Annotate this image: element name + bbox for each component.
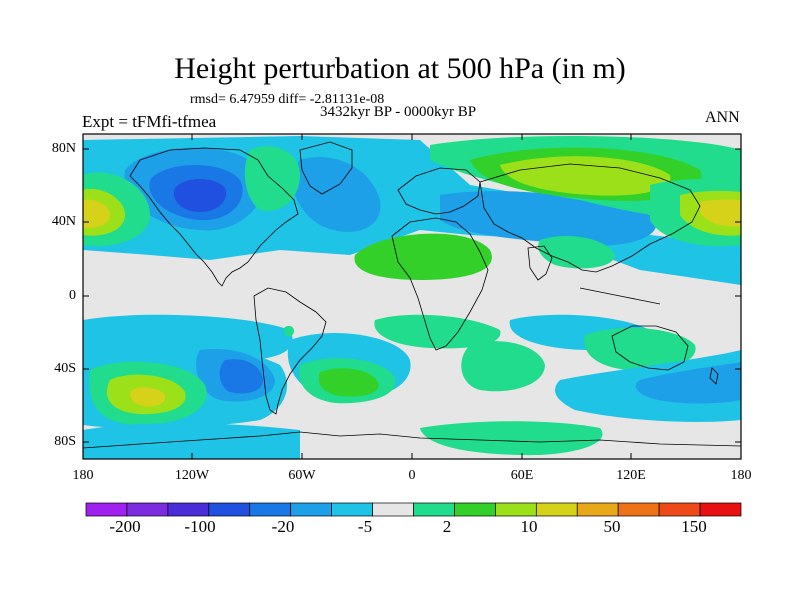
lon-label-180w: 180 (72, 468, 94, 483)
contour-antarctic-low-west (83, 423, 300, 459)
colorbar-label-5: 10 (520, 517, 538, 536)
contour-south-pacific-low-core (219, 359, 263, 394)
coastline-south-america (253, 287, 327, 415)
contour-subtropic-band (374, 314, 501, 349)
coastline-australia (611, 325, 689, 371)
colorbar-box-15 (699, 502, 742, 517)
contour-equatorial-spot (284, 325, 294, 337)
contour-indochina-high (538, 235, 615, 269)
season-label: ANN (705, 109, 740, 126)
contour-field (83, 134, 741, 459)
contour-africa-high-north (354, 233, 492, 280)
colorbar-box-0 (85, 502, 128, 517)
colorbar-box-1 (126, 502, 169, 517)
lat-label-0: 0 (69, 288, 76, 303)
lat-label-40n: 40N (51, 214, 76, 229)
colorbar-box-13 (617, 502, 660, 517)
colorbar-box-8 (413, 502, 455, 517)
contour-south-pacific-high-core (130, 387, 166, 407)
coastline-new-zealand (709, 367, 719, 385)
lat-label-80s: 80S (54, 434, 76, 449)
lon-label-180e: 180 (730, 468, 752, 483)
contour-south-indian-low-mid (635, 362, 741, 404)
coastline-asia (479, 163, 701, 273)
colorbar-box-12 (576, 502, 619, 517)
colorbar-box-4 (249, 502, 292, 517)
axis-ticks (83, 134, 741, 459)
colorbar-box-3 (208, 502, 251, 517)
contour-na-low-core (173, 179, 227, 212)
contour-south-atlantic-high-mid (318, 368, 379, 397)
colorbar-box-2 (167, 502, 210, 517)
coastline-antarctica (83, 431, 741, 449)
colorbar-label-3: -5 (357, 517, 373, 536)
experiment-label: Expt = tFMfi-tfmea (82, 112, 217, 131)
colorbar-label-2: -20 (271, 517, 295, 536)
colorbar-box-9 (454, 502, 496, 517)
colorbar (85, 502, 742, 517)
coastline-europe (397, 167, 481, 215)
colorbar-box-7 (372, 502, 414, 517)
colorbar-box-5 (290, 502, 332, 517)
contour-siberia-high-strong (500, 156, 671, 196)
lon-label-60w: 60W (288, 468, 316, 483)
contour-pacific-high-west-core (83, 199, 110, 229)
contour-antarctic-high-east (420, 421, 603, 456)
colorbar-box-11 (535, 502, 578, 517)
contour-pacific-high-east-core (700, 199, 741, 227)
colorbar-label-0: -200 (109, 517, 141, 536)
lon-label-0: 0 (408, 468, 416, 483)
coastlines (83, 141, 741, 449)
contour-indian-ocean-high (461, 341, 545, 392)
lat-label-40s: 40S (54, 361, 76, 376)
coastline-india (527, 245, 553, 281)
coastline-greenland (299, 141, 353, 195)
lon-label-120w: 120W (174, 468, 210, 483)
colorbar-box-14 (658, 502, 701, 517)
colorbar-label-1: -100 (184, 517, 216, 536)
lat-label-80n: 80N (51, 141, 76, 156)
coastline-africa (391, 217, 489, 351)
coastline-north-america (129, 147, 299, 287)
lon-label-60e: 60E (510, 468, 534, 483)
period-subtitle: 3432kyr BP - 0000kyr BP (320, 104, 477, 120)
stats-subtitle: rmsd= 6.47959 diff= -2.81131e-08 (190, 92, 385, 107)
contour-greenland-high (244, 146, 300, 211)
lon-label-120e: 120E (616, 468, 646, 483)
colorbar-label-6: 50 (603, 517, 621, 536)
contour-australia-high (584, 327, 696, 371)
colorbar-box-6 (331, 502, 373, 517)
colorbar-label-4: 2 (442, 517, 452, 536)
colorbar-box-10 (495, 502, 537, 517)
contour-atlantic-low (292, 156, 381, 232)
chart-title: Height perturbation at 500 hPa (in m) (174, 52, 626, 85)
colorbar-label-7: 150 (681, 517, 707, 536)
coastline-indonesia (579, 287, 661, 305)
